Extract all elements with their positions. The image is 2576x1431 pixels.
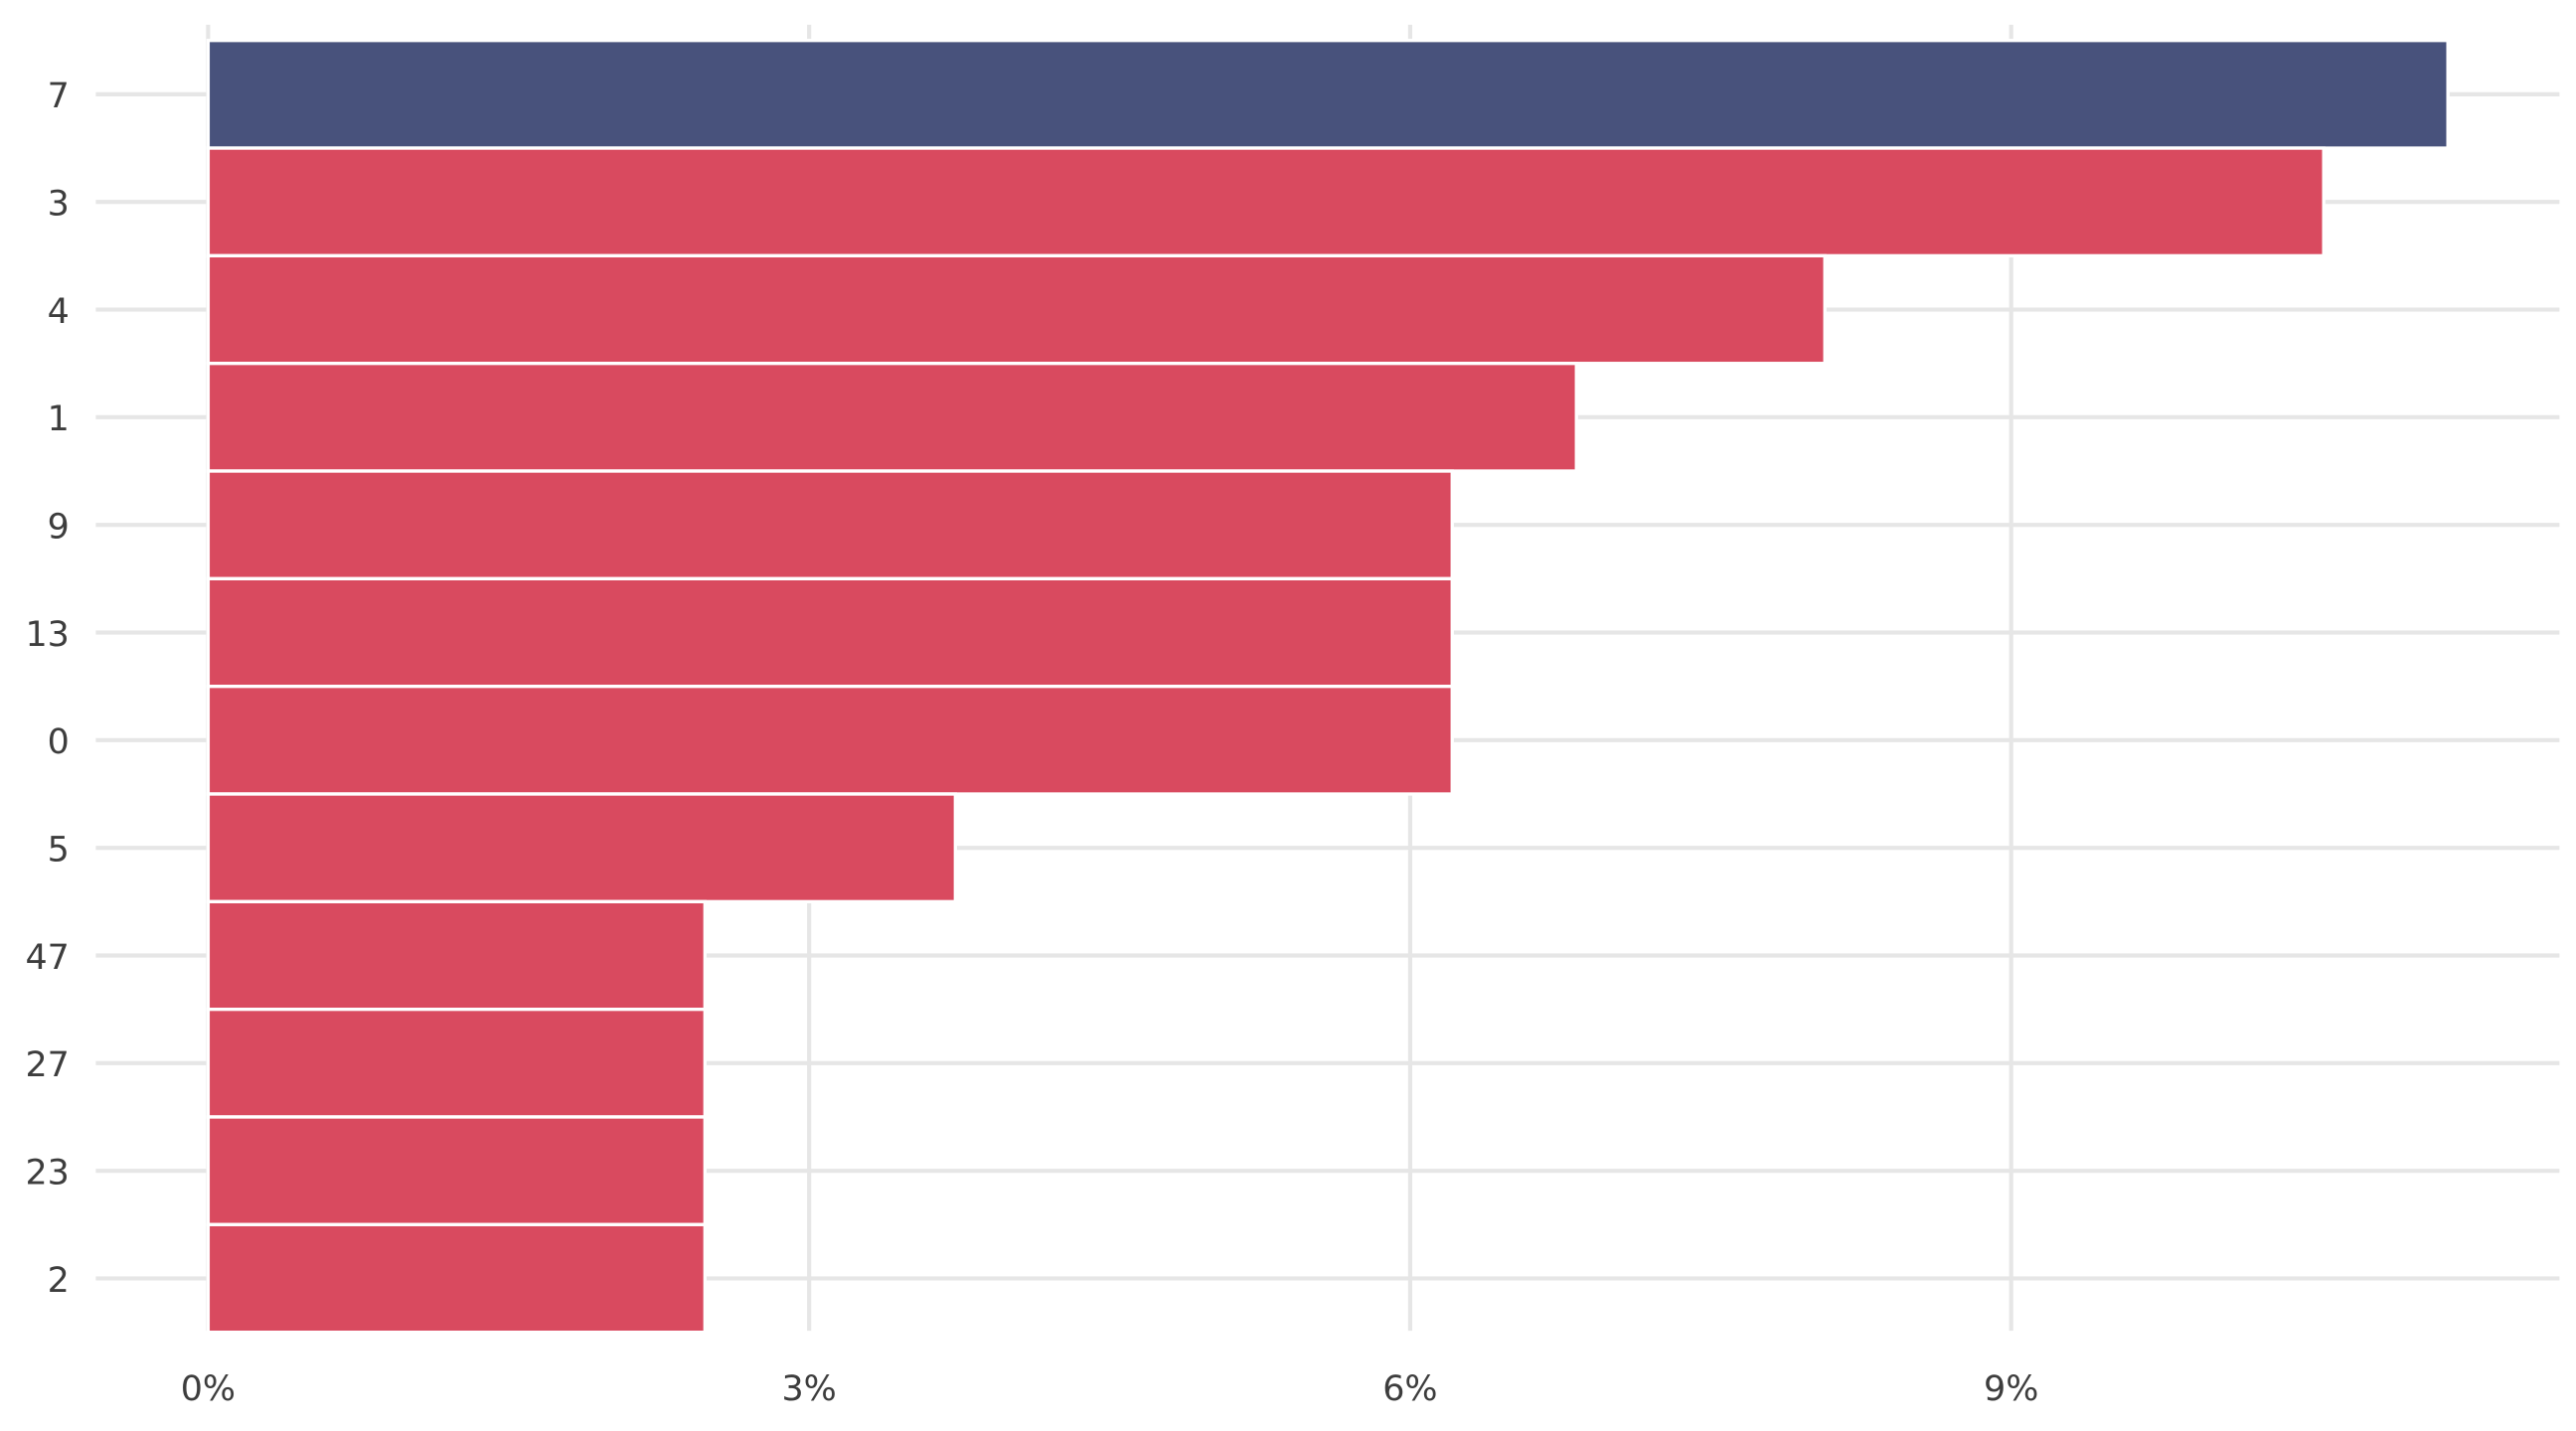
- y-tick-label: 23: [25, 1153, 69, 1192]
- bar-3: [206, 146, 2326, 258]
- bar-0: [206, 685, 1454, 796]
- y-tick-label: 13: [25, 615, 69, 655]
- y-tick-label: 9: [48, 507, 70, 547]
- bars: [206, 39, 2450, 1335]
- x-tick-label: 6%: [1382, 1369, 1437, 1409]
- bar-27: [206, 1007, 707, 1119]
- y-tick-label: 4: [48, 292, 70, 332]
- y-tick-label: 3: [48, 184, 70, 224]
- y-tick-label: 27: [25, 1045, 69, 1085]
- bar-47: [206, 899, 707, 1012]
- y-tick-label: 7: [48, 77, 70, 116]
- bar-7: [206, 39, 2450, 150]
- bar-1: [206, 362, 1578, 473]
- x-tick-label: 0%: [181, 1369, 236, 1409]
- bar-2: [206, 1222, 707, 1335]
- y-tick-label: 0: [48, 722, 70, 762]
- bar-9: [206, 469, 1454, 581]
- bar-13: [206, 576, 1454, 689]
- x-tick-label: 3%: [781, 1369, 836, 1409]
- y-tick-label: 2: [48, 1261, 70, 1301]
- bar-5: [206, 792, 957, 903]
- y-tick-label: 5: [48, 830, 70, 870]
- x-axis-labels: 0% 3% 6% 9%: [181, 1369, 2039, 1409]
- y-axis-labels: 7 3 4 1 9 13 0 5 47 27 23 2: [25, 77, 69, 1301]
- y-tick-label: 47: [25, 938, 69, 978]
- y-tick-label: 1: [48, 399, 70, 439]
- bar-4: [206, 253, 1827, 366]
- bar-23: [206, 1115, 707, 1226]
- x-tick-label: 9%: [1984, 1369, 2038, 1409]
